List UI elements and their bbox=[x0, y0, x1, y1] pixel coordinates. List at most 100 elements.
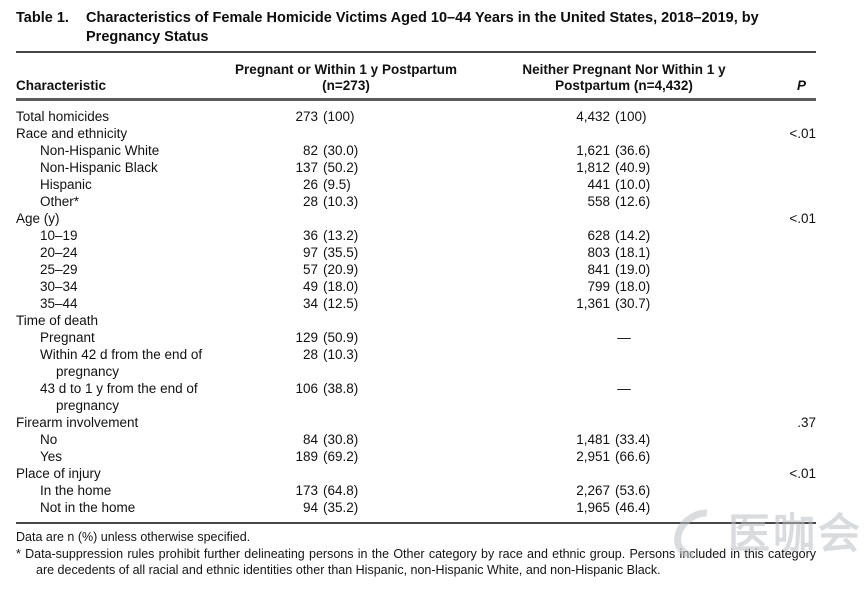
pregnant-pct: (12.5) bbox=[323, 296, 359, 311]
pregnant-value-cell: 106 (38.8) bbox=[226, 380, 466, 397]
neither-pct: (66.6) bbox=[615, 449, 651, 464]
neither-count: 4,432 bbox=[576, 109, 610, 124]
pregnant-pct: (38.8) bbox=[323, 381, 359, 396]
table-number: Table 1. bbox=[16, 10, 69, 26]
pregnant-count: 82 bbox=[302, 143, 318, 158]
row-label: 25–29 bbox=[40, 262, 78, 277]
pregnant-pct: (30.8) bbox=[323, 432, 359, 447]
neither-count: 2,267 bbox=[576, 483, 610, 498]
neither-value-cell: 4,432 (100) bbox=[466, 108, 782, 125]
pregnant-pct: (13.2) bbox=[323, 228, 359, 243]
footnote-asterisk-note: * Data-suppression rules prohibit furthe… bbox=[16, 546, 816, 578]
pregnant-pct: (35.2) bbox=[323, 500, 359, 515]
neither-pct: (19.0) bbox=[615, 262, 651, 277]
neither-count: 1,621 bbox=[576, 143, 610, 158]
table-row: Other* 28 (10.3) 558 (12.6) bbox=[16, 193, 816, 210]
row-label-cell: 25–29 bbox=[16, 261, 226, 278]
table-row: Non-Hispanic White 82 (30.0) 1,621 (36.6… bbox=[16, 142, 816, 159]
neither-count: 803 bbox=[587, 245, 610, 260]
pregnant-value-cell: 26 (9.5) bbox=[226, 176, 466, 193]
pregnant-count: 28 bbox=[302, 194, 318, 209]
row-label-cell: Hispanic bbox=[16, 176, 226, 193]
table-row: In the home 173 (64.8) 2,267 (53.6) bbox=[16, 482, 816, 499]
header-neither-column: Neither Pregnant Nor Within 1 y Postpart… bbox=[522, 62, 726, 93]
neither-value-cell: 628 (14.2) bbox=[466, 227, 782, 244]
neither-count: 1,361 bbox=[576, 296, 610, 311]
row-label: Age (y) bbox=[16, 211, 60, 226]
table-row: 43 d to 1 y from the end of pregnancy 10… bbox=[16, 380, 816, 414]
neither-value-cell: 441 (10.0) bbox=[466, 176, 782, 193]
neither-count: 558 bbox=[587, 194, 610, 209]
pregnant-value-cell: 57 (20.9) bbox=[226, 261, 466, 278]
neither-pct: (40.9) bbox=[615, 160, 651, 175]
neither-pct: (30.7) bbox=[615, 296, 651, 311]
neither-value-cell: 841 (19.0) bbox=[466, 261, 782, 278]
table-row: Total homicides 273 (100) 4,432 (100) bbox=[16, 108, 816, 125]
table-row: Within 42 d from the end of pregnancy 28… bbox=[16, 346, 816, 380]
pregnant-value-cell: 189 (69.2) bbox=[226, 448, 466, 465]
row-label-cont: pregnancy bbox=[56, 398, 120, 413]
header-characteristic: Characteristic bbox=[16, 78, 107, 93]
pregnant-count: 97 bbox=[302, 245, 318, 260]
row-label-cell: Race and ethnicity bbox=[16, 125, 226, 142]
pregnant-pct: (18.0) bbox=[323, 279, 359, 294]
pregnant-pct: (30.0) bbox=[323, 143, 359, 158]
row-label: Non-Hispanic Black bbox=[40, 160, 158, 175]
table-row: Age (y) <.01 bbox=[16, 210, 816, 227]
pregnant-count: 57 bbox=[302, 262, 318, 277]
neither-dash: — bbox=[617, 381, 631, 396]
pregnant-count: 34 bbox=[302, 296, 318, 311]
pregnant-value-cell: 28 (10.3) bbox=[226, 193, 466, 210]
row-label-cell: Place of injury bbox=[16, 465, 226, 482]
row-label-cell: Non-Hispanic Black bbox=[16, 159, 226, 176]
table-row: 20–24 97 (35.5) 803 (18.1) bbox=[16, 244, 816, 261]
neither-count: 628 bbox=[587, 228, 610, 243]
pregnant-count: 106 bbox=[295, 381, 318, 396]
pregnant-value-cell: 273 (100) bbox=[226, 108, 466, 125]
neither-pct: (53.6) bbox=[615, 483, 651, 498]
row-label: No bbox=[40, 432, 58, 447]
pregnant-value-cell: 28 (10.3) bbox=[226, 346, 466, 363]
pregnant-value-cell: 34 (12.5) bbox=[226, 295, 466, 312]
neither-pct: (33.4) bbox=[615, 432, 651, 447]
neither-pct: (46.4) bbox=[615, 500, 651, 515]
neither-value-cell: 803 (18.1) bbox=[466, 244, 782, 261]
table-row: No 84 (30.8) 1,481 (33.4) bbox=[16, 431, 816, 448]
p-value: .37 bbox=[797, 415, 816, 430]
pregnant-count: 129 bbox=[295, 330, 318, 345]
table-row: Non-Hispanic Black 137 (50.2) 1,812 (40.… bbox=[16, 159, 816, 176]
table-body: Total homicides 273 (100) 4,432 (100) Ra… bbox=[16, 101, 816, 522]
row-label-cell: Firearm involvement bbox=[16, 414, 226, 431]
row-label: Within 42 d from the end of bbox=[40, 347, 203, 362]
row-label-cell: Time of death bbox=[16, 312, 226, 329]
pregnant-count: 189 bbox=[295, 449, 318, 464]
pregnant-count: 26 bbox=[302, 177, 318, 192]
row-label: 10–19 bbox=[40, 228, 78, 243]
row-label-cell: In the home bbox=[16, 482, 226, 499]
neither-count: 841 bbox=[587, 262, 610, 277]
table-title-text: Characteristics of Female Homicide Victi… bbox=[86, 9, 816, 47]
table-row: 30–34 49 (18.0) 799 (18.0) bbox=[16, 278, 816, 295]
neither-pct: (36.6) bbox=[615, 143, 651, 158]
neither-value-cell: 1,965 (46.4) bbox=[466, 499, 782, 516]
table-row: Pregnant 129 (50.9) — bbox=[16, 329, 816, 346]
header-p-column: P bbox=[796, 78, 806, 93]
pregnant-pct: (10.3) bbox=[323, 194, 359, 209]
table-title-line2: Pregnancy Status bbox=[86, 29, 209, 45]
row-label: Not in the home bbox=[40, 500, 136, 515]
neither-value-cell: 1,812 (40.9) bbox=[466, 159, 782, 176]
table-row: 10–19 36 (13.2) 628 (14.2) bbox=[16, 227, 816, 244]
table-row: Yes 189 (69.2) 2,951 (66.6) bbox=[16, 448, 816, 465]
table-title: Table 1. Characteristics of Female Homic… bbox=[16, 9, 816, 47]
pregnant-value-cell: 173 (64.8) bbox=[226, 482, 466, 499]
pregnant-value-cell: 137 (50.2) bbox=[226, 159, 466, 176]
table-row: Race and ethnicity <.01 bbox=[16, 125, 816, 142]
pregnant-count: 84 bbox=[302, 432, 318, 447]
pregnant-count: 49 bbox=[302, 279, 318, 294]
top-rule bbox=[16, 51, 816, 53]
neither-count: 1,965 bbox=[576, 500, 610, 515]
row-label-cont: pregnancy bbox=[56, 364, 120, 379]
row-label-cell: Total homicides bbox=[16, 108, 226, 125]
row-label: Yes bbox=[40, 449, 63, 464]
p-value: <.01 bbox=[789, 211, 816, 226]
